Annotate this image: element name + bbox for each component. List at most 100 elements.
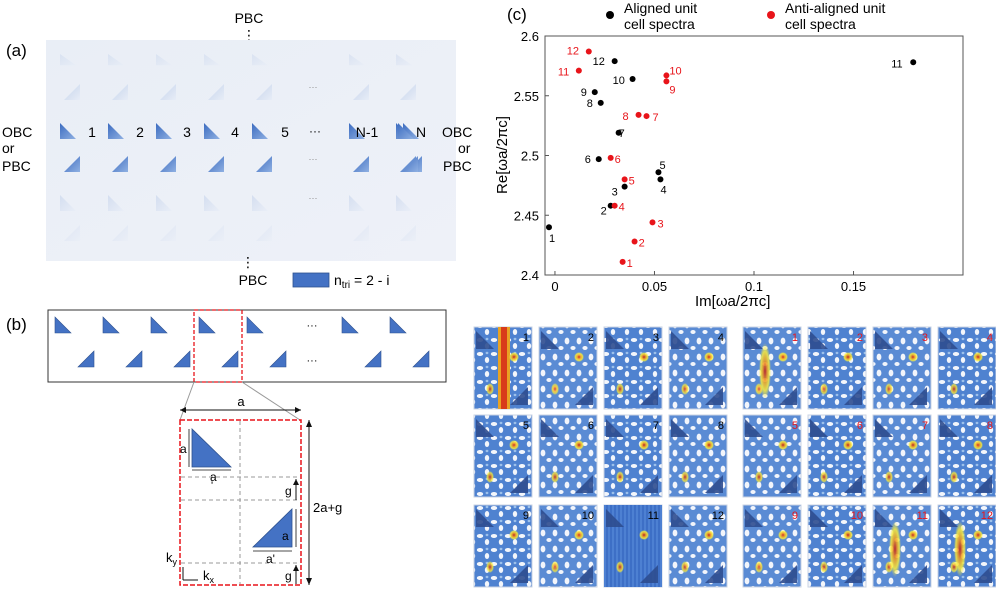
anti-aligned-point-label: 3 xyxy=(657,218,663,230)
aligned-map-4: 4 xyxy=(668,326,728,410)
aligned-point-label: 6 xyxy=(585,154,591,166)
field-map-label: 2 xyxy=(857,332,863,344)
field-hotspot xyxy=(755,561,763,573)
lattice-triangle xyxy=(256,156,272,172)
lattice-triangle xyxy=(208,156,224,172)
lattice-triangle xyxy=(64,84,80,100)
field-triangle xyxy=(671,419,689,437)
field-triangle xyxy=(640,387,658,405)
field-hotspot xyxy=(509,530,519,540)
field-hotspot xyxy=(501,327,507,409)
panel-a-lattice: ··· ··· ··· xyxy=(60,54,422,241)
field-map-label: 8 xyxy=(718,420,724,432)
anti-aligned-point xyxy=(643,113,650,120)
aligned-point xyxy=(910,59,917,66)
aligned-point-label: 3 xyxy=(612,187,618,199)
field-hotspot xyxy=(954,521,966,577)
field-triangle xyxy=(909,565,927,583)
aligned-map-6: 6 xyxy=(538,414,598,498)
lattice-triangle xyxy=(160,225,176,241)
field-map-label: 12 xyxy=(712,510,724,522)
strip-triangle-top xyxy=(54,316,72,334)
anti-aligned-point-label: 11 xyxy=(558,67,569,79)
anti-map-8: 8 xyxy=(937,414,996,498)
dim-total-label: 2a+g xyxy=(313,500,342,515)
aligned-point xyxy=(615,129,622,136)
field-triangle xyxy=(606,419,624,437)
field-hotspot xyxy=(820,383,828,395)
field-hotspot xyxy=(574,352,584,362)
anti-map-9: 9 xyxy=(742,504,802,588)
dim-tri2-aprime: a' xyxy=(266,552,275,566)
lattice-triangle xyxy=(353,84,369,100)
field-triangle xyxy=(510,387,528,405)
lattice-triangle xyxy=(208,84,224,100)
field-hotspot xyxy=(486,383,494,395)
panel-a-index-n-1: N-1 xyxy=(356,124,379,140)
panel-b-dots-top: ··· xyxy=(307,320,318,332)
lattice-triangle xyxy=(349,123,365,139)
x-tick-label: 0.05 xyxy=(642,279,667,294)
anti-map-5: 5 xyxy=(742,414,802,498)
aligned-point xyxy=(629,76,636,83)
aligned-point xyxy=(657,176,664,183)
lattice-triangle xyxy=(112,156,128,172)
field-triangle xyxy=(575,565,593,583)
panel-a-index-1: 1 xyxy=(88,124,96,140)
field-triangle xyxy=(541,331,559,349)
anti-aligned-point-label: 2 xyxy=(639,238,645,250)
anti-map-6: 6 xyxy=(807,414,867,498)
plot-axes: 0 0.05 0.1 0.15 2.4 2.45 2.5 2.55 2.6 xyxy=(514,29,866,294)
aligned-map-5: 5 xyxy=(473,414,533,498)
lattice-triangle xyxy=(204,54,220,66)
field-map-label: 6 xyxy=(857,420,863,432)
y-tick-label: 2.55 xyxy=(514,89,539,104)
field-triangle xyxy=(745,331,763,349)
lattice-triangle xyxy=(353,156,369,172)
aligned-point-label: 2 xyxy=(601,206,607,218)
field-map-label: 4 xyxy=(987,332,993,344)
field-map-label: 4 xyxy=(718,332,724,344)
field-hotspot xyxy=(759,343,771,399)
panel-c-label: (c) xyxy=(507,5,527,24)
zoom-line-left xyxy=(179,381,195,421)
dim-tri2-a: a xyxy=(282,529,289,543)
strip-triangle-bottom xyxy=(412,350,430,368)
field-hotspot xyxy=(639,440,649,450)
field-triangle xyxy=(810,509,828,527)
field-triangle xyxy=(974,565,992,583)
lattice-triangle xyxy=(160,84,176,100)
dim-g-label: g xyxy=(285,484,292,498)
field-triangle xyxy=(745,509,763,527)
lattice-triangle xyxy=(112,225,128,241)
field-triangle xyxy=(909,475,927,493)
aligned-map-12: 12 xyxy=(668,504,728,588)
anti-aligned-point-label: 1 xyxy=(627,258,633,270)
field-map-label: 11 xyxy=(917,510,928,522)
panel-b-label: (b) xyxy=(6,315,27,334)
lattice-triangle xyxy=(208,225,224,241)
aligned-point-label: 10 xyxy=(613,75,625,87)
anti-aligned-point xyxy=(611,202,618,209)
field-triangle xyxy=(745,419,763,437)
strip-triangle-top xyxy=(246,316,264,334)
legend-aligned-marker xyxy=(606,11,614,19)
field-hotspot xyxy=(755,383,763,395)
lattice-triangle xyxy=(112,84,128,100)
aligned-map-8: 8 xyxy=(668,414,728,498)
field-hotspot xyxy=(820,561,828,573)
lattice-triangle xyxy=(400,225,416,241)
field-hotspot xyxy=(551,383,559,395)
x-tick-label: 0.15 xyxy=(841,279,866,294)
field-triangle xyxy=(940,419,958,437)
panel-a-index-3: 3 xyxy=(183,124,191,140)
lattice-triangle xyxy=(252,123,268,139)
field-triangle xyxy=(541,509,559,527)
field-triangle xyxy=(671,331,689,349)
lattice-triangle xyxy=(402,156,418,172)
anti-aligned-point xyxy=(619,258,626,265)
plot-points xyxy=(545,48,917,265)
field-hotspot xyxy=(616,471,624,483)
field-map-label: 1 xyxy=(523,332,529,344)
aligned-point-label: 7 xyxy=(619,128,625,140)
